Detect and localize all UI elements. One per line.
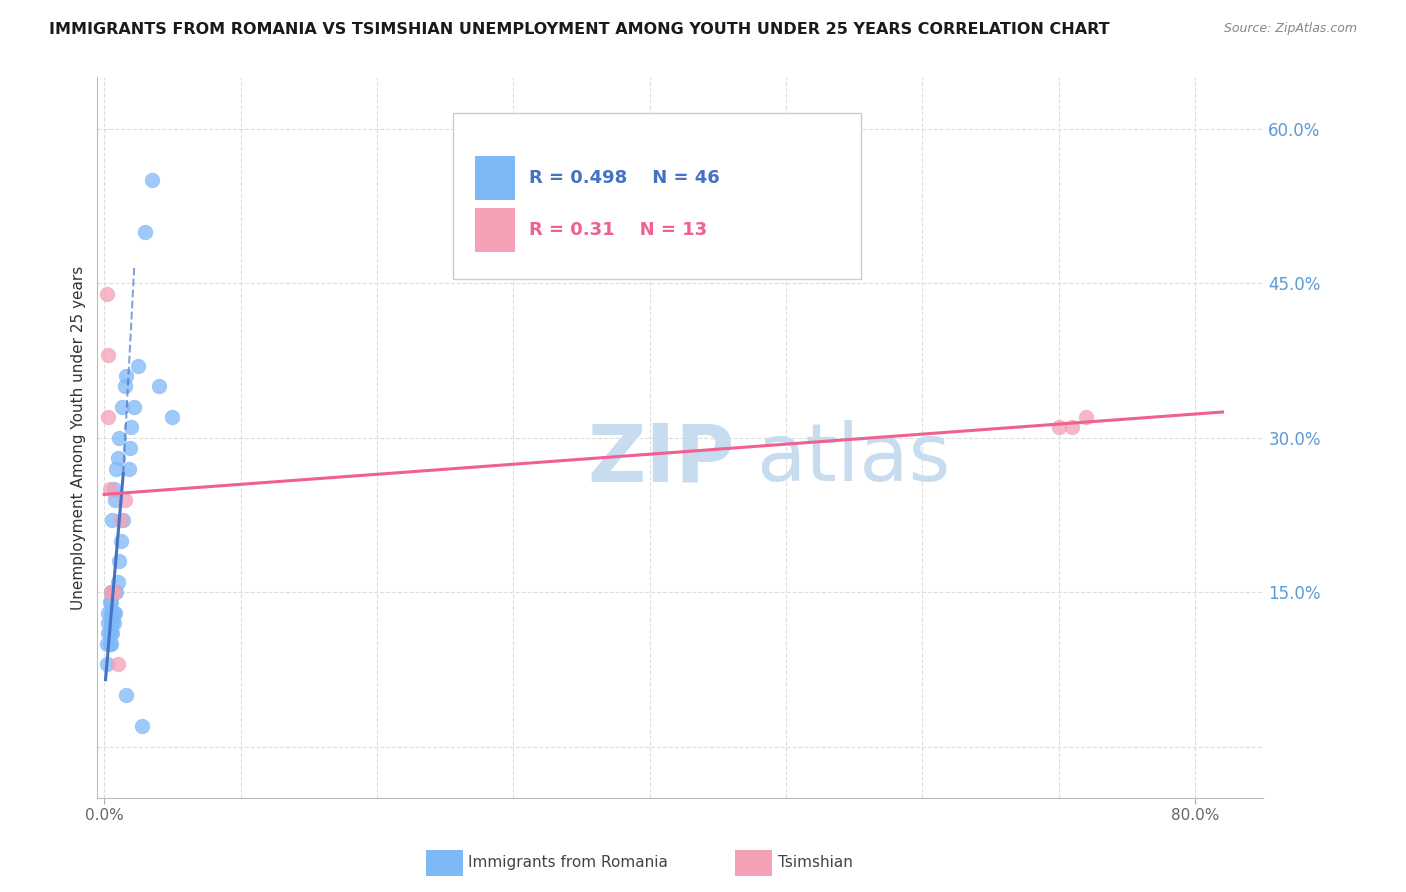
Point (101, 513, 124, 527)
Point (118, 461, 141, 475)
Point (103, 585, 125, 599)
Text: R = 0.498    N = 46: R = 0.498 N = 46 (529, 169, 720, 187)
Point (98, 482, 121, 496)
Point (100, 637, 122, 651)
Point (103, 482, 125, 496)
Point (122, 400, 145, 414)
Point (100, 626, 122, 640)
Point (97, 348, 120, 362)
Point (105, 585, 128, 599)
Point (103, 585, 125, 599)
Point (96, 286, 118, 301)
FancyBboxPatch shape (475, 208, 515, 252)
Point (1062, 420, 1084, 434)
Point (97, 615, 120, 630)
Text: ZIP: ZIP (588, 420, 734, 499)
Point (115, 688, 138, 702)
Point (105, 461, 128, 475)
Text: ZIPatlas: ZIPatlas (588, 420, 905, 499)
Point (134, 225, 156, 239)
Point (141, 173, 163, 187)
Point (97, 626, 120, 640)
Text: R = 0.31    N = 13: R = 0.31 N = 13 (529, 220, 707, 239)
Point (100, 585, 122, 599)
Point (104, 606, 127, 620)
Point (114, 492, 136, 507)
Point (97, 606, 120, 620)
Point (101, 585, 124, 599)
Point (100, 615, 122, 630)
Point (101, 626, 124, 640)
Point (120, 441, 142, 455)
FancyBboxPatch shape (453, 113, 860, 279)
Text: Source: ZipAtlas.com: Source: ZipAtlas.com (1223, 22, 1357, 36)
Point (103, 615, 125, 630)
Point (97, 410, 120, 425)
Text: Tsimshian: Tsimshian (778, 855, 852, 870)
Y-axis label: Unemployment Among Youth under 25 years: Unemployment Among Youth under 25 years (72, 266, 86, 610)
Point (1047, 420, 1070, 434)
Point (100, 585, 122, 599)
Point (107, 574, 129, 589)
Point (107, 451, 129, 466)
Point (100, 606, 122, 620)
Point (115, 369, 138, 384)
Point (103, 606, 125, 620)
Point (107, 657, 129, 672)
Point (114, 379, 136, 393)
Point (111, 400, 134, 414)
Point (98, 637, 121, 651)
Point (101, 606, 124, 620)
Point (100, 595, 122, 609)
Point (104, 492, 127, 507)
Point (98, 595, 121, 609)
Point (112, 513, 135, 527)
Point (120, 420, 142, 434)
Point (131, 719, 153, 733)
Point (96, 657, 118, 672)
Point (127, 359, 149, 373)
Point (1074, 410, 1097, 425)
Point (108, 431, 131, 445)
Point (148, 379, 170, 393)
Text: atlas: atlas (756, 420, 950, 499)
FancyBboxPatch shape (475, 156, 515, 200)
Point (98, 626, 121, 640)
Text: Immigrants from Romania: Immigrants from Romania (468, 855, 668, 870)
Point (101, 615, 124, 630)
Point (110, 513, 132, 527)
Point (110, 533, 132, 548)
Point (108, 554, 131, 568)
Text: IMMIGRANTS FROM ROMANIA VS TSIMSHIAN UNEMPLOYMENT AMONG YOUTH UNDER 25 YEARS COR: IMMIGRANTS FROM ROMANIA VS TSIMSHIAN UNE… (49, 22, 1109, 37)
Point (96, 637, 118, 651)
Point (162, 410, 184, 425)
